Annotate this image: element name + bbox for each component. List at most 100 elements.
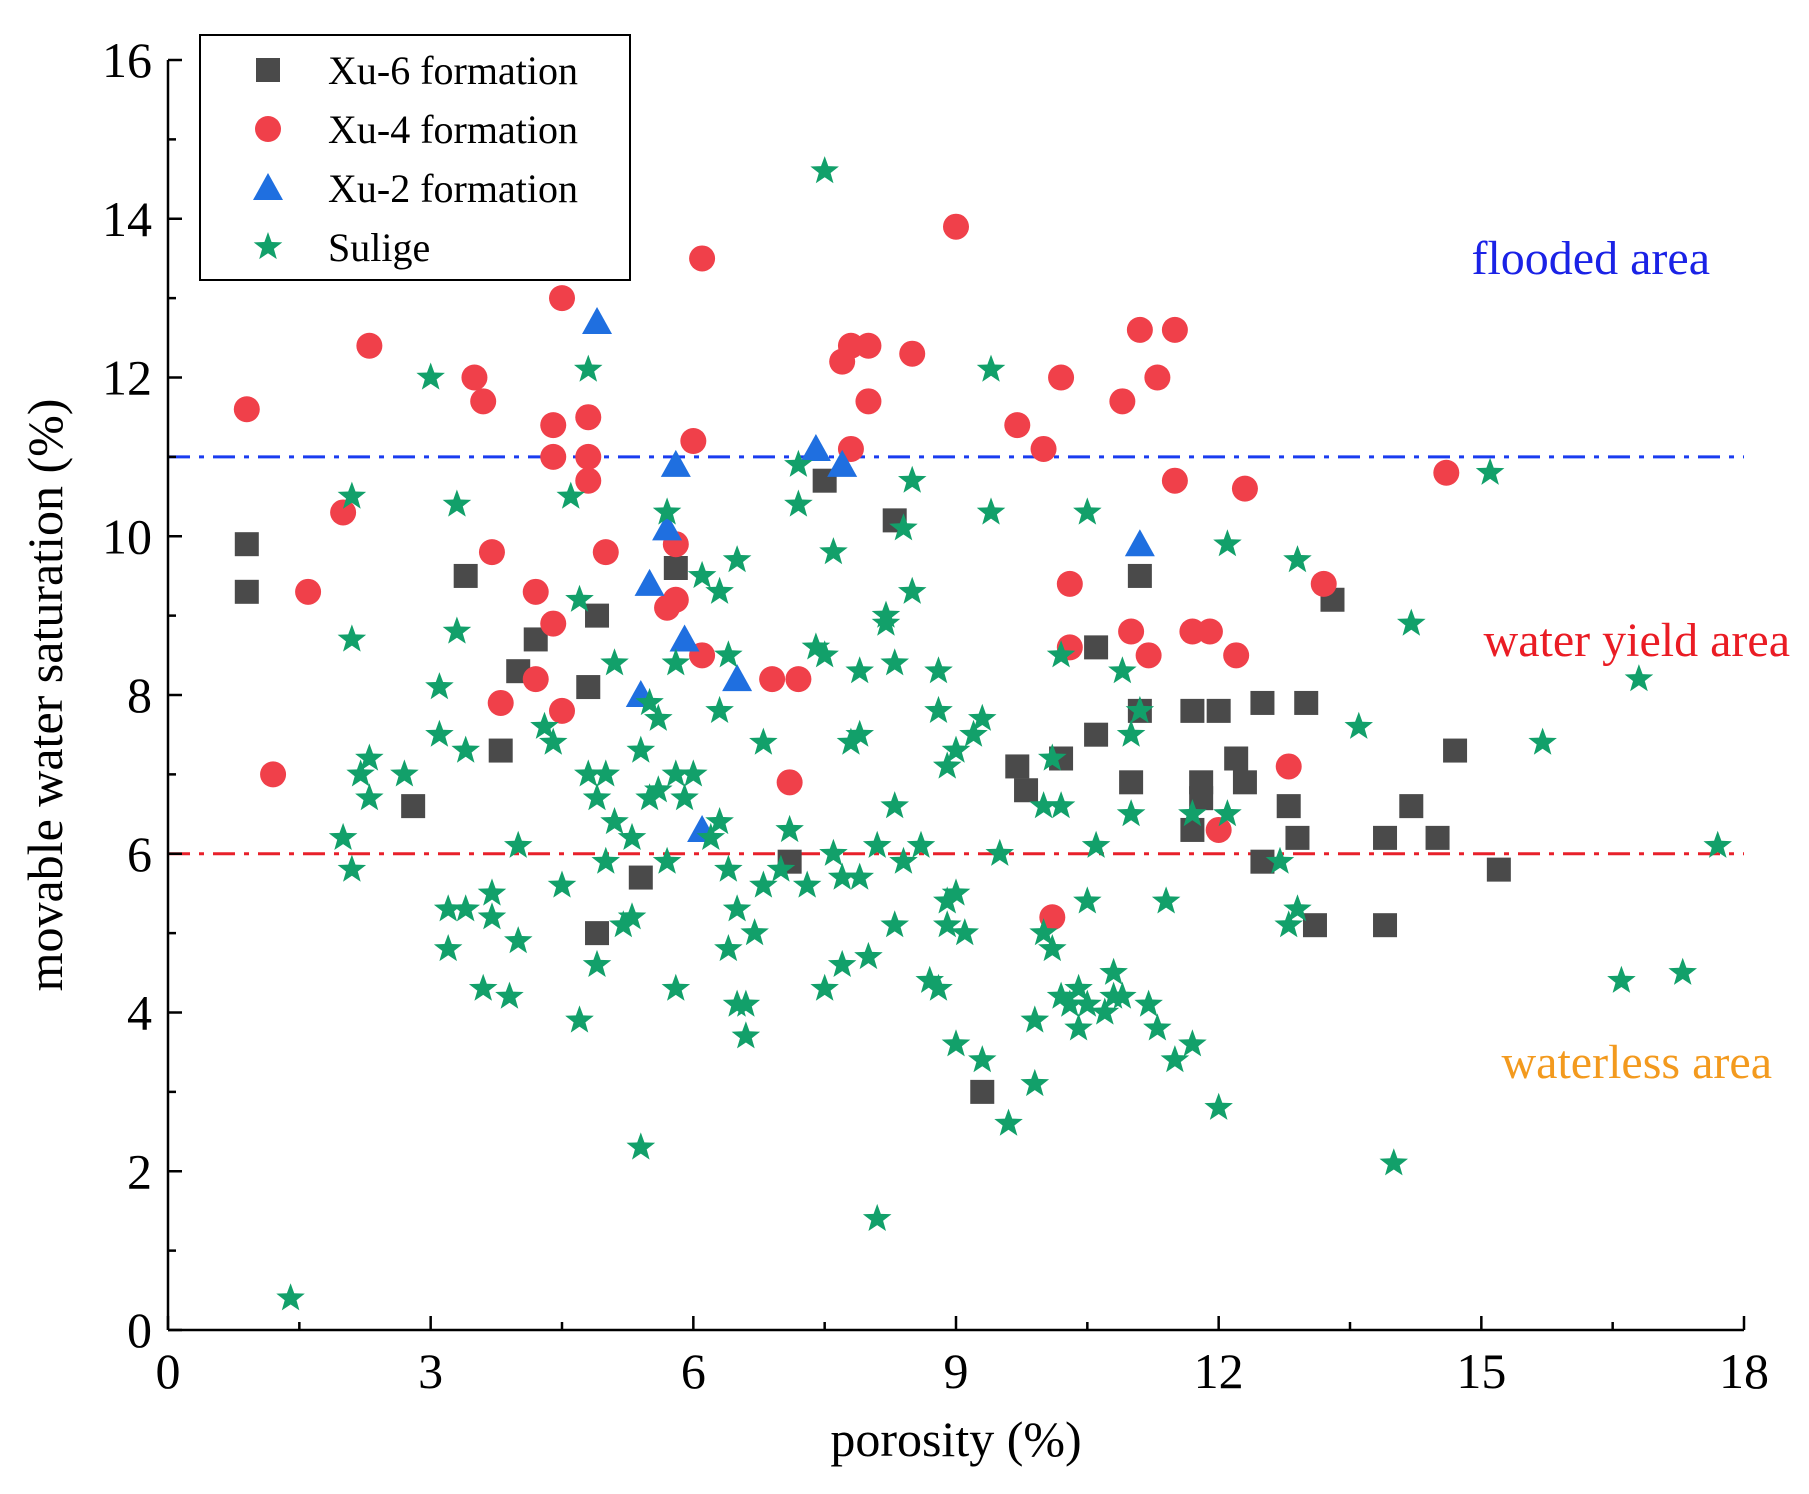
sulige-point [1020, 1005, 1050, 1033]
sulige-point [652, 497, 682, 525]
sulige-point [976, 354, 1006, 382]
xu-6-formation-point [628, 865, 653, 890]
sulige-point [661, 973, 691, 1001]
sulige-point [950, 918, 979, 946]
sulige-point [582, 949, 612, 977]
sulige-point [530, 711, 559, 739]
sulige-point [1073, 989, 1102, 1017]
xu-4-formation-point [1126, 316, 1153, 343]
sulige-point [644, 775, 673, 803]
xu-4-formation-point [1310, 570, 1337, 597]
sulige-point [635, 783, 664, 811]
xu-4-formation-point [260, 761, 287, 788]
y-tick-label: 10 [102, 508, 152, 564]
x-tick-label: 15 [1456, 1343, 1506, 1399]
sulige-point [661, 759, 691, 787]
x-axis-title: porosity (%) [830, 1411, 1081, 1467]
legend-label-xu-6-formation: Xu-6 formation [328, 48, 578, 93]
sulige-point [898, 576, 927, 604]
sulige-point [696, 822, 726, 850]
sulige-point [915, 965, 944, 993]
y-ticks: 0 2 4 6 8 10 12 14 16 [102, 32, 182, 1358]
xu-4-formation-point [1004, 412, 1031, 439]
xu-6-formation-point [1180, 698, 1205, 723]
xu-6-formation-point [1250, 690, 1275, 715]
sulige-point [1081, 830, 1111, 858]
sulige-point [1038, 934, 1067, 962]
sulige-point [1055, 989, 1085, 1017]
x-tick-label: 18 [1719, 1343, 1769, 1399]
sulige-point [933, 886, 962, 914]
sulige-point [941, 735, 971, 763]
sulige-point [626, 735, 656, 763]
sulige-point [661, 648, 691, 676]
xu-2-formation-point [582, 306, 613, 334]
sulige-point [792, 870, 822, 898]
xu-4-formation-point [943, 213, 969, 240]
sulige-point [722, 894, 752, 922]
xu-6-formation-point [1425, 825, 1450, 850]
xu-2-formation-point [800, 433, 831, 461]
xu-6-formation-point [1486, 857, 1511, 882]
sulige-point [1397, 608, 1426, 636]
sulige-point [1379, 1148, 1408, 1176]
sulige-point [889, 513, 918, 541]
sulige-point [941, 1029, 971, 1057]
sulige-point [827, 862, 857, 890]
sulige-point [731, 989, 761, 1017]
sulige-point [468, 973, 498, 1001]
xu-6-formation-point [1127, 563, 1152, 588]
legend-marker-sulige [253, 232, 283, 260]
sulige-point [1073, 886, 1102, 914]
y-tick-label: 12 [102, 350, 152, 406]
xu-6-formation-point [1250, 849, 1275, 874]
sulige-point [504, 926, 533, 954]
xu-2-formation-point [1124, 529, 1155, 557]
sulige-point [924, 695, 953, 723]
sulige-point [968, 1045, 997, 1073]
xu-4-formation-point [680, 428, 707, 454]
y-tick-label: 4 [127, 985, 152, 1041]
sulige-point [1213, 799, 1242, 827]
sulige-point [328, 822, 358, 850]
sulige-point [635, 687, 664, 716]
y-tick-label: 14 [102, 191, 152, 247]
xu-4-formation-point [549, 285, 575, 312]
sulige-point [1143, 1013, 1172, 1041]
sulige-point [705, 695, 734, 723]
sulige-point [775, 814, 804, 843]
sulige-point [1344, 711, 1373, 739]
xu-4-formation-point [1135, 642, 1162, 669]
sulige-point [337, 854, 367, 882]
xu-4-formation-point [356, 332, 383, 359]
sulige-point [433, 934, 463, 962]
xu-4-formation-point [592, 539, 619, 566]
xu-6-formation-point [585, 603, 610, 628]
sulige-point [749, 727, 778, 755]
xu-4-formation-point [1144, 364, 1171, 391]
sulige-point [766, 854, 796, 882]
xu-4-formation-point [759, 666, 786, 693]
sulige-point [933, 910, 962, 938]
sulige-point [1178, 799, 1207, 827]
xu-4-formation-point [785, 666, 812, 693]
sulige-point [617, 902, 647, 930]
sulige-point [626, 1132, 656, 1160]
sulige-point [1178, 1029, 1207, 1057]
xu-6-formation-point [1399, 794, 1424, 819]
y-axis-title: movable water saturation (%) [17, 399, 73, 992]
sulige-point [784, 449, 813, 477]
sulige-point [600, 648, 629, 676]
x-tick-label: 0 [156, 1343, 181, 1399]
xu-6-formation-point [401, 794, 426, 819]
xu-4-formation-point [1275, 753, 1302, 780]
x-tick-label: 6 [681, 1343, 706, 1399]
xu-2-formation-point [634, 568, 665, 596]
y-tick-label: 8 [127, 667, 152, 723]
xu-4-formation-point [522, 578, 549, 605]
sulige-point [1020, 1068, 1050, 1097]
xu-6-formation-point [970, 1079, 995, 1104]
xu-2-formation-point [660, 449, 691, 477]
xu-6-formation-point [1443, 738, 1468, 763]
sulige-point [810, 973, 839, 1001]
